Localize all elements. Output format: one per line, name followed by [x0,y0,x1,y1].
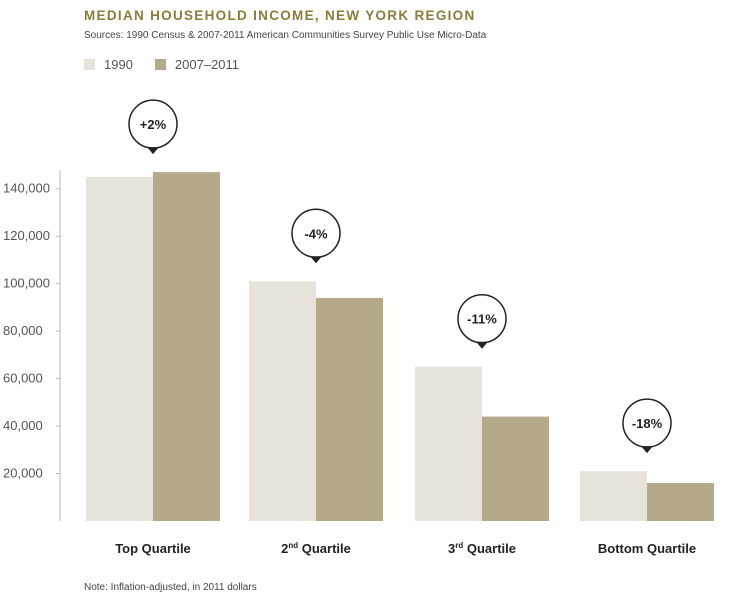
y-tick-label: 100,000 [3,276,50,291]
data-label: -11% [467,312,497,327]
change-bubble-pointer [476,341,488,349]
chart-subtitle: Sources: 1990 Census & 2007-2011 America… [84,30,487,41]
bar [647,483,714,521]
legend-label-2007-2011: 2007–2011 [174,57,240,72]
legend-swatch-1990 [84,59,95,70]
change-bubble-pointer [147,147,159,155]
bar [415,366,482,521]
legend-item-1990: 1990 [84,57,133,72]
legend-label-1990: 1990 [104,57,133,72]
y-tick-label: 40,000 [3,418,43,433]
y-tick-label: 120,000 [3,228,50,243]
y-tick-label: 60,000 [3,371,43,386]
legend-swatch-2007-2011 [154,59,166,70]
bar [580,471,647,521]
chart-title: MEDIAN HOUSEHOLD INCOME, NEW YORK REGION [84,8,476,23]
bar [316,297,383,521]
x-tick-label: 3rd Quartile [448,541,516,556]
change-bubble-pointer [641,446,653,454]
data-label: -4% [304,226,328,241]
bar [482,416,549,521]
legend-item-2007-2011: 2007–2011 [154,57,240,72]
bar [249,281,316,521]
data-label: +2% [140,117,167,132]
change-bubble-pointer [310,256,322,264]
legend: 1990 2007–2011 [84,57,239,72]
bar [153,172,220,521]
x-tick-label: Bottom Quartile [598,541,696,556]
chart-note: Note: Inflation-adjusted, in 2011 dollar… [84,582,257,593]
bar [86,176,153,521]
data-label: -18% [632,416,663,431]
x-tick-label: 2nd Quartile [281,541,351,556]
x-tick-label: Top Quartile [115,541,191,556]
y-tick-label: 140,000 [3,181,50,196]
y-tick-label: 20,000 [3,466,43,481]
y-tick-label: 80,000 [3,323,43,338]
